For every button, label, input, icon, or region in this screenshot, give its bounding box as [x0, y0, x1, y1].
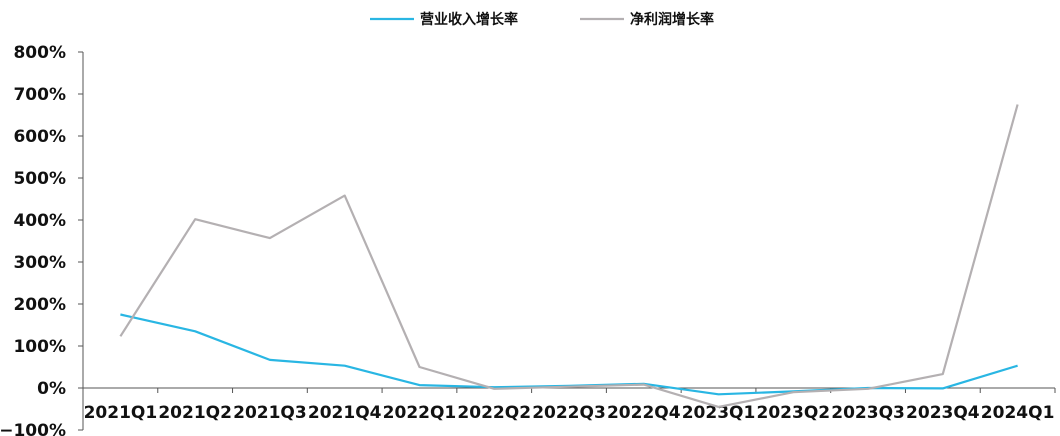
- y-tick-label: 400%: [13, 211, 66, 231]
- x-tick-label: 2024Q1: [981, 403, 1055, 423]
- legend-label: 净利润增长率: [630, 11, 714, 28]
- y-tick-label: 0%: [37, 379, 66, 399]
- y-tick-label: 700%: [13, 85, 66, 105]
- legend-label: 营业收入增长率: [420, 11, 518, 28]
- y-axis: −100% 0% 100% 200% 300% 400% 500% 600% 700% 800%: [0, 43, 84, 436]
- x-tick-label: 2021Q2: [158, 403, 232, 423]
- x-tick-label: 2022Q2: [457, 403, 531, 423]
- y-tick-label: −100%: [0, 421, 66, 436]
- x-axis: 2021Q1 2021Q2 2021Q3 2021Q4 2022Q1 2022Q2 2022…: [82, 387, 1056, 423]
- legend: 营业收入增长率 净利润增长率: [370, 11, 714, 28]
- series-layer: [119, 104, 1019, 408]
- series-line-0: [120, 313, 1018, 396]
- x-tick-label: 2023Q3: [831, 403, 905, 423]
- y-tick-label: 100%: [13, 337, 66, 357]
- x-tick-label: 2021Q1: [84, 403, 158, 423]
- x-tick-label: 2022Q3: [532, 403, 606, 423]
- x-tick-label: 2023Q4: [906, 403, 980, 423]
- y-tick-label: 600%: [13, 127, 66, 147]
- x-tick-label: 2021Q3: [233, 403, 307, 423]
- y-tick-label: 800%: [13, 43, 66, 63]
- y-tick-label: 300%: [13, 253, 66, 273]
- x-tick-label: 2022Q1: [383, 403, 457, 423]
- x-tick-label: 2023Q1: [682, 403, 756, 423]
- y-tick-label: 200%: [13, 295, 66, 315]
- series-line-1: [119, 104, 1019, 408]
- x-tick-label: 2022Q4: [607, 403, 681, 423]
- x-tick-label: 2023Q2: [757, 403, 831, 423]
- x-tick-label: 2021Q4: [308, 403, 382, 423]
- y-tick-label: 500%: [13, 169, 66, 189]
